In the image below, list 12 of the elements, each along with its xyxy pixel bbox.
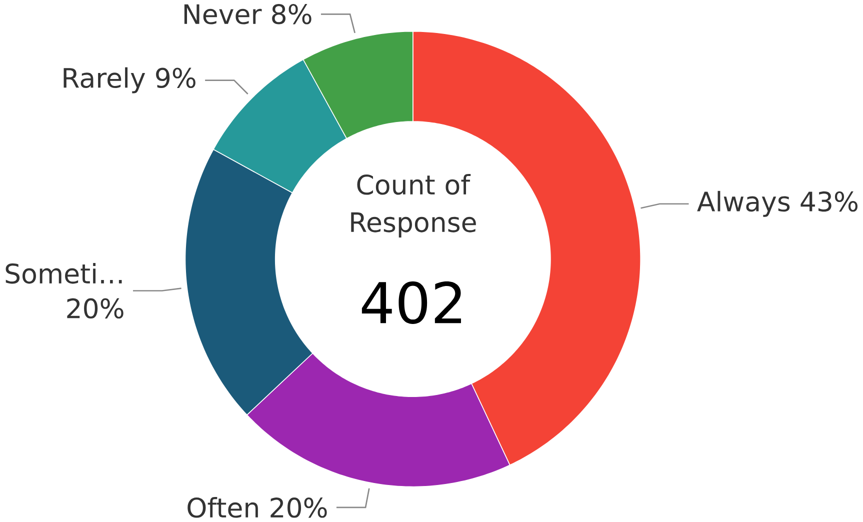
data-label: 9% bbox=[156, 68, 196, 88]
text: Count of Response bbox=[351, 174, 476, 238]
data-label: 20% bbox=[67, 298, 124, 319]
data-label: 43% bbox=[800, 191, 858, 212]
data-label: 20% bbox=[270, 498, 327, 518]
slice-label: Rarely bbox=[64, 67, 146, 94]
slice-label: Often bbox=[188, 497, 258, 518]
slice-label: Always bbox=[697, 190, 790, 217]
data-label: 8% bbox=[272, 4, 312, 24]
slice-label: Someti… bbox=[6, 263, 122, 284]
slice-label: Never bbox=[184, 4, 262, 24]
text: 402 bbox=[362, 281, 461, 324]
